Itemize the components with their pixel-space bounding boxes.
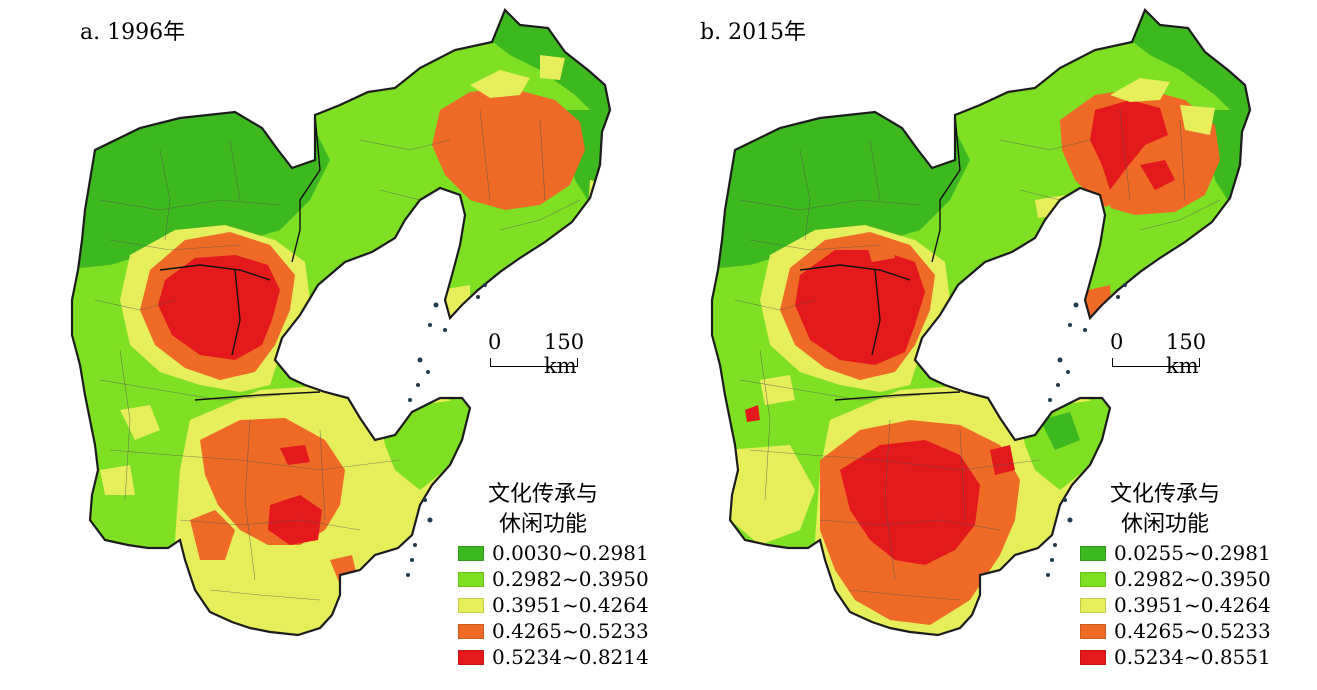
legend-title-line1: 文化传承与: [1109, 482, 1220, 507]
legend-item: 0.4265~0.5233: [458, 618, 649, 644]
legend-item: 0.4265~0.5233: [1080, 618, 1271, 644]
legend-title-line2: 休闲功能: [498, 512, 587, 537]
legend-label: 0.2982~0.3950: [492, 567, 649, 591]
legend-swatch: [458, 649, 484, 665]
scale-line: [1112, 358, 1200, 367]
legend-swatch: [1080, 597, 1106, 613]
legend-item: 0.0255~0.2981: [1080, 540, 1271, 566]
island-dots: [406, 283, 487, 577]
legend-label: 0.3951~0.4264: [492, 593, 649, 617]
legend: 文化传承与 休闲功能 0.0255~0.2981 0.2982~0.3950 0.3…: [1080, 480, 1271, 670]
legend-label: 0.2982~0.3950: [1114, 567, 1271, 591]
legend-items: 0.0255~0.2981 0.2982~0.3950 0.3951~0.4264 0…: [1080, 540, 1271, 670]
choropleth-map: [70, 8, 612, 637]
legend-label: 0.4265~0.5233: [1114, 619, 1271, 643]
legend-swatch: [1080, 545, 1106, 561]
legend-item: 0.3951~0.4264: [1080, 592, 1271, 618]
legend-swatch: [1080, 571, 1106, 587]
legend-swatch: [458, 545, 484, 561]
legend-label: 0.5234~0.8551: [1114, 645, 1271, 669]
legend-swatch: [458, 597, 484, 613]
panel-title: a. 1996年: [80, 20, 186, 45]
legend: 文化传承与 休闲功能 0.0030~0.2981 0.2982~0.3950 0.3…: [458, 480, 649, 670]
map-panel-1996: a. 1996年 0 150 km 文化传承与 休闲功能 0.0030~0.29…: [0, 0, 649, 690]
island-dots: [1046, 283, 1127, 577]
legend-item: 0.2982~0.3950: [1080, 566, 1271, 592]
legend-label: 0.4265~0.5233: [492, 619, 649, 643]
legend-swatch: [1080, 649, 1106, 665]
scale-value-label: 150 km: [1166, 330, 1207, 378]
coastline: [710, 8, 1252, 637]
legend-title-line1: 文化传承与: [487, 482, 598, 507]
legend-swatch: [1080, 623, 1106, 639]
map-panel-2015: b. 2015年 0 150 km 文化传承与 休闲功能 0.0255~0.29…: [640, 0, 1280, 690]
scale-zero-label: 0: [1110, 330, 1124, 354]
scale-line: [490, 358, 578, 367]
choropleth-map: [710, 8, 1252, 637]
legend-label: 0.0030~0.2981: [492, 541, 649, 565]
legend-swatch: [458, 571, 484, 587]
legend-item: 0.0030~0.2981: [458, 540, 649, 566]
scale-bar: 0 150 km: [488, 330, 608, 378]
coastline: [70, 8, 612, 637]
legend-swatch: [458, 623, 484, 639]
legend-items: 0.0030~0.2981 0.2982~0.3950 0.3951~0.4264 0…: [458, 540, 649, 670]
scale-bar: 0 150 km: [1110, 330, 1230, 378]
panel-title: b. 2015年: [700, 20, 807, 45]
scale-value-label: 150 km: [544, 330, 585, 378]
legend-label: 0.5234~0.8214: [492, 645, 649, 669]
legend-title-line2: 休闲功能: [1120, 512, 1209, 537]
legend-item: 0.3951~0.4264: [458, 592, 649, 618]
legend-label: 0.0255~0.2981: [1114, 541, 1271, 565]
legend-item: 0.5234~0.8214: [458, 644, 649, 670]
legend-item: 0.5234~0.8551: [1080, 644, 1271, 670]
legend-item: 0.2982~0.3950: [458, 566, 649, 592]
legend-label: 0.3951~0.4264: [1114, 593, 1271, 617]
scale-zero-label: 0: [488, 330, 502, 354]
